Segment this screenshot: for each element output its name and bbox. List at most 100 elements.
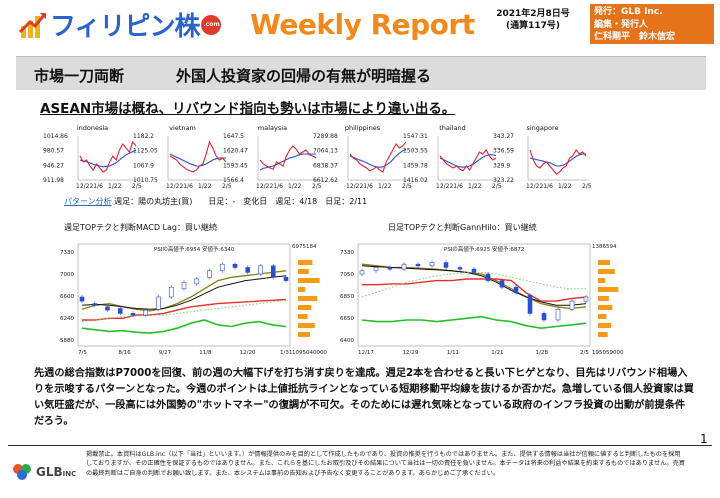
mini-chart-name: thailand — [439, 124, 466, 132]
chart-x-tick: 11/8 — [199, 350, 212, 356]
mini-chart-philippines: philippines 7289.88 7064.13 6838.37 6612.62 1… — [312, 124, 413, 192]
mini-y-tick: 7064.13 — [313, 148, 338, 155]
weekly-chart-title: 週足TOPテクと判断MACD Lag：買い継続 — [64, 223, 217, 232]
candle-body — [429, 262, 435, 267]
chart-x-tick: 7/5 — [78, 350, 87, 356]
mini-y-tick: 1125.05 — [133, 148, 158, 155]
volume-profile-bar — [298, 332, 310, 337]
glb-leaf-icon — [13, 464, 31, 480]
mini-x-tick: 1/22 — [378, 183, 392, 190]
right-bottom-label: 195059000 — [592, 350, 624, 356]
volume-profile-bar — [298, 296, 318, 301]
mini-x-tick: 12/221/6 — [76, 183, 103, 190]
footer-logo: GLBINC — [12, 463, 76, 481]
chart-x-tick: 2/5 — [580, 350, 589, 356]
pattern-analysis-text: 週足：陽の丸坊主(買) 日足：- 変化日 週足：4/18 日足：2/11 — [114, 197, 368, 206]
candle-body — [541, 313, 547, 321]
mini-x-tick: 12/221/6 — [526, 183, 553, 190]
chart-x-tick: 12/29 — [402, 350, 418, 356]
daily-psi-chart: PSIの高値予:6925 安値予:6872 7330 7050 6850 6650 640… — [340, 243, 624, 356]
mini-chart-name: indonesia — [76, 124, 109, 132]
mini-x-tick: 1/22 — [468, 183, 482, 190]
volume-profile-bar — [298, 323, 315, 328]
dotted-indicator-line — [361, 271, 586, 298]
volume-profile-bar — [298, 305, 312, 310]
candle-body — [471, 268, 477, 273]
mini-y-tick: 980.57 — [43, 148, 64, 155]
mini-y-tick: 6838.37 — [313, 162, 338, 169]
chart-y-tick: 6400 — [340, 338, 354, 344]
volume-profile-bar — [598, 323, 612, 328]
volume-profile-bar — [598, 278, 606, 283]
mini-chart-indonesia: indonesia 1014.86 980.57 946.27 911.98 12/221… — [42, 124, 143, 192]
chart-x-tick: 12/17 — [358, 350, 374, 356]
mini-price-line — [259, 145, 317, 170]
mini-y-tick: 1503.55 — [403, 148, 428, 155]
title-bar: 市場一刀両断 外国人投資家の回帰の有無が明暗握る — [16, 56, 706, 90]
mini-ma-line — [439, 154, 497, 168]
candle-body — [130, 313, 136, 316]
mini-y-tick: 911.98 — [43, 177, 64, 184]
mini-x-tick: 12/221/6 — [256, 183, 283, 190]
volume-profile-bar — [298, 269, 309, 274]
right-top-label: 6975184 — [292, 244, 317, 250]
report-header: フィリピン株 .com Weekly Report 2021年2月8日号 (通算… — [0, 0, 720, 48]
volume-profile-bar — [298, 278, 320, 283]
candle-body — [181, 281, 187, 290]
publisher-line-3: 仁科剛平 鈴木信宏 — [594, 32, 676, 42]
candle-body — [555, 309, 561, 321]
mini-y-tick: 343.27 — [493, 133, 514, 140]
mini-ma-line — [169, 153, 226, 167]
chart-x-tick: 1/21 — [491, 350, 503, 356]
disclaimer: 掲載禁止。本資料はGLB.inc（以下「当社」といいます。）が情報提供のみを目的… — [86, 451, 685, 477]
issue-number: (通算117号) — [505, 21, 560, 31]
page-number: 1 — [700, 432, 708, 446]
mini-x-tick: 2/5 — [402, 183, 412, 190]
chart-y-tick: 6650 — [340, 316, 354, 322]
mini-price-line — [169, 140, 227, 173]
mini-price-line — [349, 141, 407, 173]
indicator-line — [361, 315, 587, 330]
mini-x-tick: 12/221/6 — [436, 183, 463, 190]
logo: フィリピン株 .com — [18, 6, 222, 43]
mini-y-tick: 1416.02 — [403, 177, 428, 184]
candle-body — [387, 267, 393, 270]
mini-y-tick: 1182.2 — [133, 133, 154, 140]
chart-y-tick: 7000 — [60, 272, 74, 278]
chart-x-tick: 1/11 — [447, 350, 459, 356]
candle-body — [219, 263, 225, 272]
chart-x-tick: 12/20 — [240, 350, 256, 356]
volume-profile-bar — [598, 332, 608, 337]
pattern-analysis-link[interactable]: パターン分析 — [64, 197, 112, 206]
candle-body — [258, 265, 263, 275]
moving-average-line-2 — [81, 275, 287, 310]
candle-body — [168, 286, 174, 298]
mini-chart-name: singapore — [526, 124, 559, 132]
right-top-label: 1386594 — [592, 244, 617, 250]
chart-y-tick: 6850 — [340, 294, 354, 300]
volume-profile-bar — [298, 260, 313, 265]
pattern-analysis-line: パターン分析 週足：陽の丸坊主(買) 日足：- 変化日 週足：4/18 日足：2… — [64, 196, 367, 207]
chart-y-tick: 6600 — [60, 294, 74, 300]
mini-x-tick: 1/22 — [198, 183, 212, 190]
candle-body — [245, 267, 251, 273]
mini-x-tick: 2/5 — [132, 183, 142, 190]
mini-x-tick: 2/5 — [492, 183, 502, 190]
volume-profile-bar — [598, 314, 607, 319]
mini-x-tick: 2/5 — [222, 183, 232, 190]
chart-x-tick: 9/27 — [159, 350, 172, 356]
chart-x-tick: 1/28 — [536, 350, 549, 356]
chart-header-label: PSIの高値予:6954 安値予:6340 — [154, 245, 235, 253]
volume-profile-bar — [598, 287, 619, 292]
candle-body — [401, 263, 407, 270]
mini-y-tick: 1620.47 — [223, 148, 248, 155]
volume-profile-bar — [298, 287, 306, 292]
mini-x-tick: 1/22 — [288, 183, 302, 190]
logo-com-badge: .com — [201, 14, 222, 35]
volume-profile-bar — [298, 314, 308, 319]
candle-body — [569, 300, 575, 310]
subheading: ASEAN市場は概ね、リバウンド指向も勢いは市場により違い出る。 — [40, 101, 456, 117]
candle-body — [499, 280, 505, 288]
volume-profile-bar — [598, 269, 615, 274]
mini-y-tick: 323.22 — [493, 177, 514, 184]
